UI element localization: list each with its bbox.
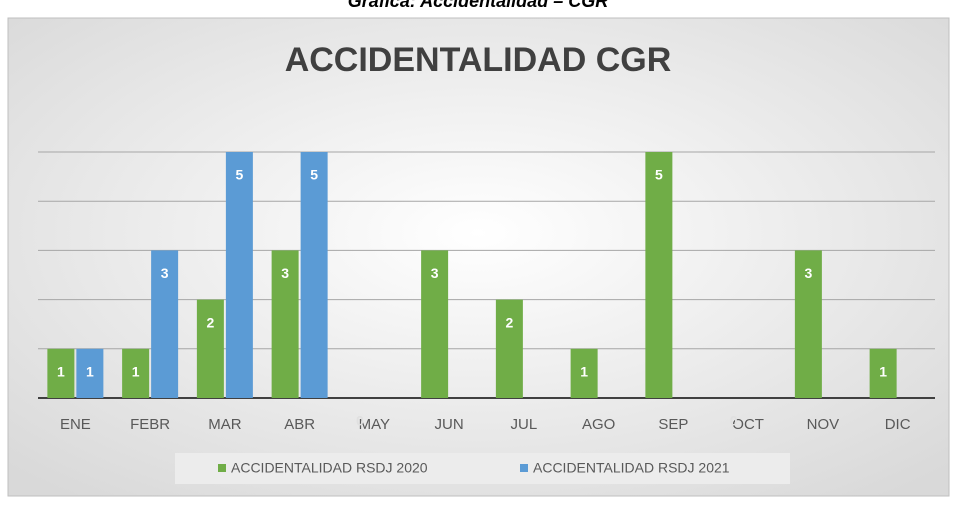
x-tick-label: MAR [208, 416, 242, 433]
x-tick-label: NOV [807, 416, 840, 433]
bar [225, 152, 253, 398]
data-label: 2 [505, 314, 513, 330]
x-tick-label: AGO [582, 416, 615, 433]
data-label: 3 [431, 265, 439, 281]
data-label: 3 [804, 265, 812, 281]
bar [495, 299, 523, 398]
data-label: 3 [281, 265, 289, 281]
bar [151, 250, 179, 398]
x-tick-label: JUL [511, 416, 538, 433]
bar [869, 348, 897, 398]
data-label: 3 [161, 265, 169, 281]
bar [421, 250, 449, 398]
data-label: 5 [310, 167, 318, 183]
legend-swatch [218, 464, 226, 472]
data-label: 1 [879, 364, 887, 380]
chart-title: ACCIDENTALIDAD CGR [285, 41, 672, 79]
data-label: 5 [655, 167, 663, 183]
bar [794, 250, 822, 398]
data-label: 1 [580, 364, 588, 380]
legend-label: ACCIDENTALIDAD RSDJ 2021 [533, 460, 730, 476]
x-tick-label: SEP [658, 416, 688, 433]
x-tick-label: ABR [284, 416, 315, 433]
x-tick-label: MAY [359, 416, 390, 433]
bar [76, 348, 104, 398]
bar [300, 152, 328, 398]
bar [271, 250, 299, 398]
x-tick-label: DIC [885, 416, 911, 433]
bar [196, 299, 224, 398]
data-label: 5 [235, 167, 243, 183]
legend-label: ACCIDENTALIDAD RSDJ 2020 [231, 460, 428, 476]
header: Gráfica: Accidentalidad – CGR [348, 0, 608, 11]
data-label: 0 [730, 413, 738, 429]
x-tick-label: ENE [60, 416, 91, 433]
x-tick-label: JUN [435, 416, 464, 433]
data-label: 1 [57, 364, 65, 380]
bar [122, 348, 150, 398]
data-label: 0 [356, 413, 364, 429]
data-label: 1 [86, 364, 94, 380]
bar [645, 152, 673, 398]
bar [47, 348, 75, 398]
x-tick-label: FEBR [130, 416, 170, 433]
x-tick-label: OCT [732, 416, 764, 433]
legend-swatch [520, 464, 528, 472]
data-label: 2 [206, 314, 214, 330]
legend-box [175, 453, 790, 484]
bar [570, 348, 598, 398]
data-label: 1 [132, 364, 140, 380]
